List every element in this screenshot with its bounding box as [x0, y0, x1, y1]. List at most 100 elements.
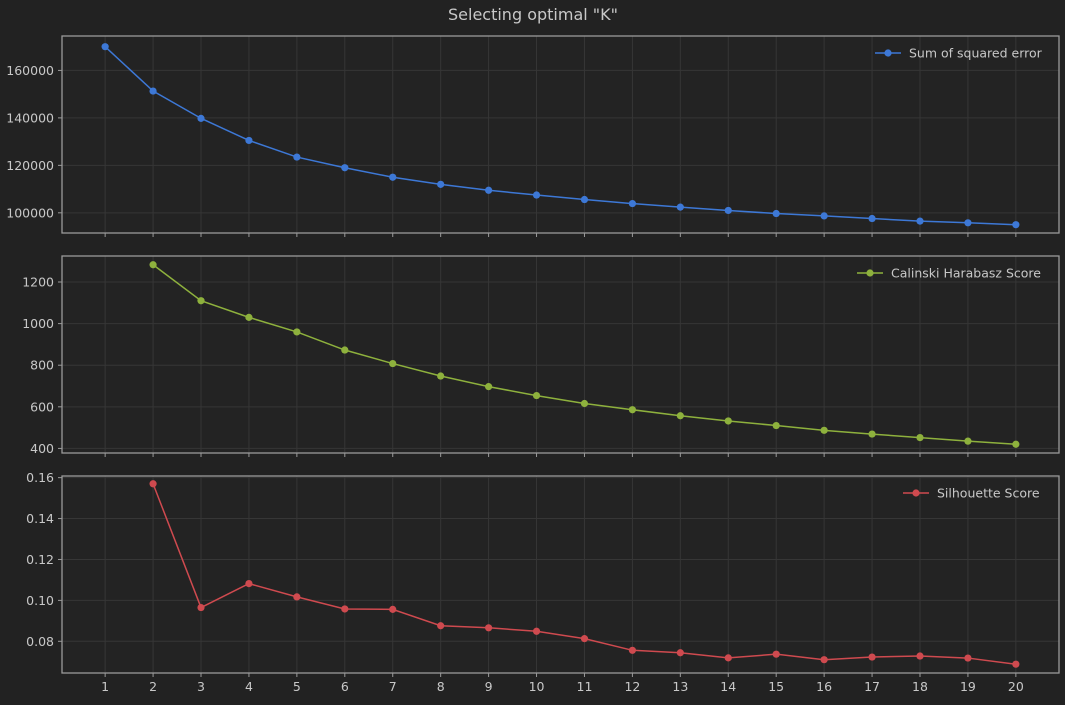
data-point	[724, 654, 732, 662]
subplot-2: 400 600 800 1000 1200 Calinski Harabasz Score	[22, 255, 1060, 457]
data-point	[149, 480, 157, 488]
legend: Silhouette Score	[903, 486, 1040, 501]
y-tick-label: 0.08	[26, 634, 54, 649]
x-tick-label: 4	[245, 679, 253, 694]
y-tick-label: 0.16	[26, 470, 54, 485]
data-point	[1012, 221, 1020, 229]
data-point	[580, 399, 589, 408]
data-point	[1012, 660, 1020, 668]
data-point	[149, 261, 157, 269]
y-tick-label: 140000	[6, 110, 54, 125]
data-point	[532, 191, 541, 199]
data-point	[676, 412, 684, 420]
x-tick-label: 20	[1008, 679, 1024, 694]
x-tick-label: 1	[101, 679, 109, 694]
data-point	[820, 426, 828, 434]
legend-marker	[884, 49, 892, 57]
data-point	[341, 346, 349, 354]
data-point	[868, 430, 876, 438]
data-point	[868, 653, 876, 661]
y-tick-label: 0.10	[26, 593, 54, 608]
data-point	[197, 114, 205, 122]
data-point	[197, 297, 205, 305]
plot-frame	[61, 475, 1060, 674]
legend-marker	[866, 269, 874, 277]
data-point	[724, 417, 732, 425]
data-point	[628, 646, 636, 654]
y-tick-label: 100000	[6, 205, 54, 220]
x-tick-label: 7	[389, 679, 397, 694]
x-tick-label: 11	[577, 679, 593, 694]
data-point	[1012, 440, 1020, 448]
data-point	[389, 173, 397, 181]
legend-marker	[912, 489, 920, 497]
data-point	[580, 195, 589, 204]
data-point	[485, 624, 493, 632]
x-tick-label: 12	[624, 679, 640, 694]
data-point	[149, 87, 157, 95]
data-point	[245, 136, 253, 145]
data-point	[245, 580, 253, 588]
y-tick-label: 600	[30, 399, 54, 414]
y-tick-label: 160000	[6, 63, 54, 78]
x-tick-label: 17	[864, 679, 880, 694]
x-tick-label: 13	[672, 679, 688, 694]
x-tick-label: 6	[341, 679, 349, 694]
data-point	[101, 43, 109, 51]
data-point	[964, 654, 972, 662]
y-tick-label: 400	[30, 441, 54, 456]
y-tick-label: 1200	[22, 275, 54, 290]
data-point	[341, 605, 349, 613]
data-point	[485, 383, 493, 391]
data-point	[676, 203, 684, 211]
data-point	[293, 593, 301, 601]
data-point	[724, 206, 732, 215]
y-tick-label: 120000	[6, 158, 54, 173]
y-tick-label: 800	[30, 358, 54, 373]
plot-area	[62, 36, 1059, 233]
legend-label: Sum of squared error	[909, 46, 1043, 61]
plot-frame	[61, 35, 1060, 234]
data-point	[868, 214, 876, 223]
data-point	[389, 605, 397, 613]
x-tick-label: 16	[816, 679, 832, 694]
data-point	[437, 622, 445, 630]
data-point	[772, 650, 780, 658]
x-tick-label: 19	[960, 679, 976, 694]
x-tick-label: 9	[485, 679, 493, 694]
data-point	[964, 437, 972, 445]
x-tick-label: 18	[912, 679, 928, 694]
x-tick-label: 10	[529, 679, 545, 694]
data-point	[676, 649, 684, 657]
data-point	[437, 372, 445, 380]
data-point	[916, 217, 924, 225]
plot-area	[62, 476, 1059, 673]
data-point	[820, 212, 828, 220]
subplot-1: 100000 120000 140000 160000 Sum of squared e…	[6, 35, 1060, 237]
data-point	[628, 406, 636, 414]
series-line	[104, 46, 1016, 226]
legend-label: Calinski Harabasz Score	[891, 266, 1041, 281]
data-point	[197, 603, 205, 612]
plot-area	[62, 256, 1059, 453]
data-point	[245, 313, 253, 321]
legend: Sum of squared error	[875, 46, 1043, 61]
data-point	[916, 434, 924, 442]
x-tick-label: 2	[149, 679, 157, 694]
data-point	[437, 180, 445, 188]
x-tick-label: 8	[437, 679, 445, 694]
legend-label: Silhouette Score	[937, 486, 1040, 501]
data-point	[341, 164, 349, 172]
x-tick-label: 14	[720, 679, 736, 694]
x-tick-label: 15	[768, 679, 784, 694]
chart-title: Selecting optimal "K"	[448, 5, 618, 24]
data-point	[580, 635, 589, 643]
plot-frame	[61, 255, 1060, 454]
legend: Calinski Harabasz Score	[857, 266, 1041, 281]
data-point	[485, 186, 493, 194]
x-tick-label: 3	[197, 679, 205, 694]
data-point	[772, 421, 780, 430]
data-point	[820, 656, 828, 664]
